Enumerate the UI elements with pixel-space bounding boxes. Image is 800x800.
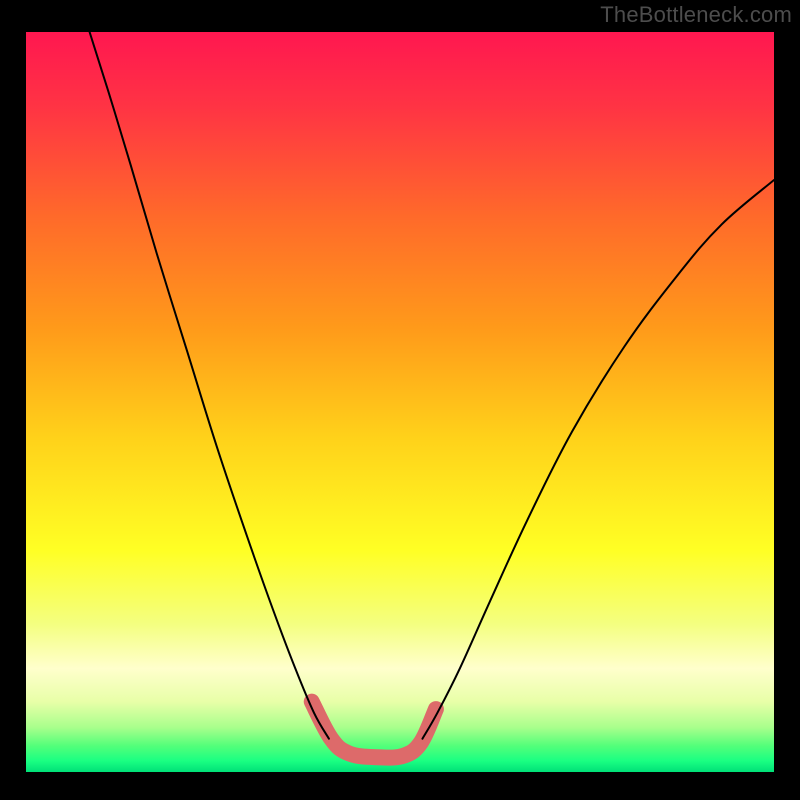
plot-area [26, 32, 774, 772]
plot-svg [26, 32, 774, 772]
plot-background [26, 32, 774, 772]
watermark-text: TheBottleneck.com [600, 2, 792, 28]
